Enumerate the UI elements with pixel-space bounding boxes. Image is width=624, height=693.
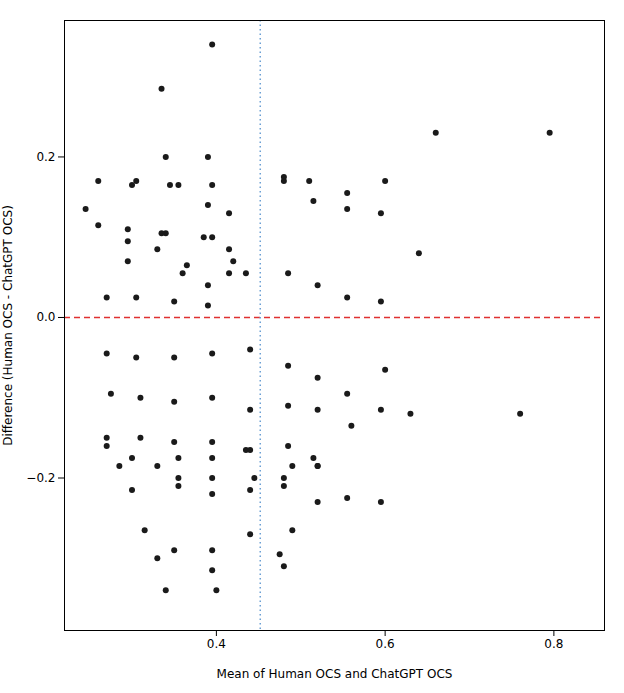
svg-text:0.0: 0.0 — [36, 310, 55, 324]
svg-text:0.2: 0.2 — [36, 150, 55, 164]
svg-text:0.4: 0.4 — [207, 637, 226, 651]
svg-text:Mean of Human OCS and ChatGPT: Mean of Human OCS and ChatGPT OCS — [217, 667, 453, 681]
svg-text:0.8: 0.8 — [544, 637, 563, 651]
svg-text:Difference (Human OCS - ChatGP: Difference (Human OCS - ChatGPT OCS) — [1, 205, 15, 446]
svg-text:−0.2: −0.2 — [26, 471, 55, 485]
svg-text:0.6: 0.6 — [376, 637, 395, 651]
